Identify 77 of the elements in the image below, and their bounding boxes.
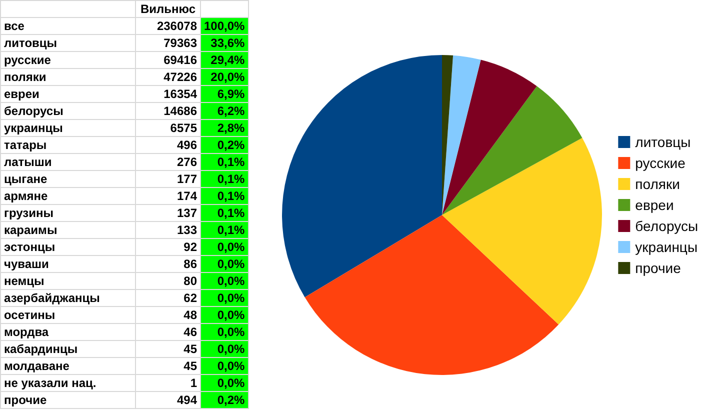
category-label: молдаване (0, 358, 136, 374)
data-label: 92 (136, 238, 200, 256)
category-label: эстонцы (0, 238, 136, 256)
data-label: 0,0% (200, 306, 248, 324)
legend-label: литовцы (635, 134, 691, 150)
data-label: 0,1% (200, 188, 248, 204)
data-label: 33,6% (200, 34, 248, 52)
legend-label: евреи (635, 197, 674, 213)
data-label: 48 (136, 306, 200, 324)
category-label: чуваши (0, 256, 136, 272)
category-label: грузины (0, 204, 136, 222)
category-label: немцы (0, 272, 136, 290)
category-label: прочие (0, 392, 136, 408)
data-label: 177 (136, 170, 200, 188)
data-label: 0,0% (200, 358, 248, 374)
data-label: 69416 (136, 52, 200, 68)
data-label: 6,9% (200, 86, 248, 102)
data-label: 0,0% (200, 290, 248, 306)
data-label: 62 (136, 290, 200, 306)
category-label: азербайджанцы (0, 290, 136, 306)
data-label: 236078 (136, 18, 200, 34)
data-label: 86 (136, 256, 200, 272)
category-label: мордва (0, 324, 136, 340)
data-label: 133 (136, 222, 200, 238)
data-label: 276 (136, 154, 200, 170)
data-label: 496 (136, 136, 200, 154)
data-label: 46 (136, 324, 200, 340)
data-label: 0,1% (200, 154, 248, 170)
category-label: караимы (0, 222, 136, 238)
data-label: 174 (136, 188, 200, 204)
data-label: 20,0% (200, 68, 248, 86)
data-label: 0,0% (200, 340, 248, 358)
legend-label: белорусы (635, 218, 698, 234)
data-label: 0,0% (200, 324, 248, 340)
data-label: 0,1% (200, 204, 248, 222)
data-label: 0,0% (200, 272, 248, 290)
category-label: белорусы (0, 102, 136, 120)
data-label: 2,8% (200, 120, 248, 136)
data-label: 0,2% (200, 392, 248, 408)
category-label: армяне (0, 188, 136, 204)
category-label: поляки (0, 68, 136, 86)
legend-label: Вильнюс (136, 0, 200, 18)
category-label: цыгане (0, 170, 136, 188)
category-label: все (0, 18, 136, 34)
legend-label: украинцы (635, 239, 698, 255)
category-label: евреи (0, 86, 136, 102)
data-label: 47226 (136, 68, 200, 86)
data-label: 1 (136, 374, 200, 392)
category-label: литовцы (0, 34, 136, 52)
data-label: 14686 (136, 102, 200, 120)
data-label: 6,2% (200, 102, 248, 120)
category-label: латыши (0, 154, 136, 170)
data-label: 0,0% (200, 374, 248, 392)
legend-label: поляки (635, 176, 680, 192)
data-label: 0,2% (200, 136, 248, 154)
category-label: татары (0, 136, 136, 154)
data-label: 79363 (136, 34, 200, 52)
data-label: 45 (136, 340, 200, 358)
legend-label: русские (635, 155, 686, 171)
data-label: 0,0% (200, 256, 248, 272)
data-label: 6575 (136, 120, 200, 136)
data-label: 80 (136, 272, 200, 290)
data-label: 45 (136, 358, 200, 374)
category-label: украинцы (0, 120, 136, 136)
category-label: осетины (0, 306, 136, 324)
data-label: 0,1% (200, 170, 248, 188)
category-label: кабардинцы (0, 340, 136, 358)
data-label: 0,0% (200, 238, 248, 256)
category-label: русские (0, 52, 136, 68)
data-label: 0,1% (200, 222, 248, 238)
data-label: 16354 (136, 86, 200, 102)
legend-label: прочие (635, 260, 682, 276)
data-label: 29,4% (200, 52, 248, 68)
data-label: 494 (136, 392, 200, 408)
category-label: не указали нац. (0, 374, 136, 392)
data-label: 100,0% (200, 18, 248, 34)
data-label: 137 (136, 204, 200, 222)
